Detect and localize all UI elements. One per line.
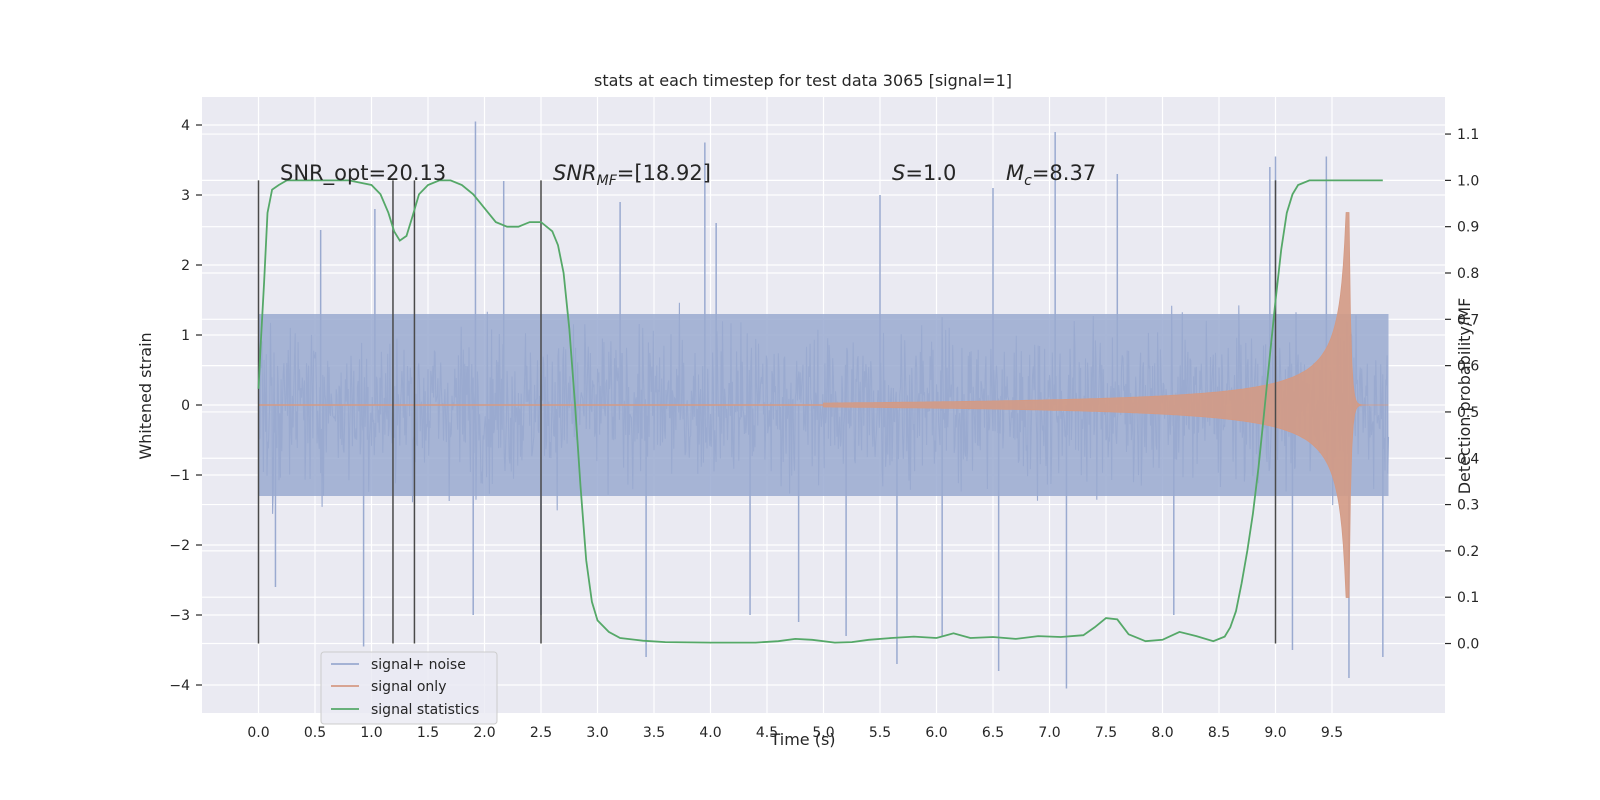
x-tick-label-17: 8.5 bbox=[1208, 725, 1230, 741]
legend-label-signal-statistics: signal statistics bbox=[371, 702, 479, 718]
annotation-mc-base: M bbox=[1006, 161, 1024, 185]
y-axis-label: Whitened strain bbox=[136, 332, 155, 459]
y-tick-label-6: 2 bbox=[181, 258, 190, 274]
annotation-s: S=1.0 bbox=[892, 161, 956, 185]
x-tick-label-7: 3.5 bbox=[643, 725, 665, 741]
y-tick-label-8: 4 bbox=[181, 118, 190, 134]
legend: signal+ noise signal only signal statist… bbox=[320, 651, 498, 725]
annotation-mc-value: =8.37 bbox=[1032, 161, 1096, 185]
x-tick-label-0: 0.0 bbox=[247, 725, 269, 741]
y2-tick-label-8: 0.8 bbox=[1457, 266, 1479, 282]
y2-tick-label-1: 0.1 bbox=[1457, 590, 1479, 606]
annotation-snr-mf-value: =[18.92] bbox=[617, 161, 711, 185]
y2-tick-label-2: 0.2 bbox=[1457, 544, 1479, 560]
x-tick-label-16: 8.0 bbox=[1151, 725, 1173, 741]
y-tick-label-3: −1 bbox=[169, 468, 190, 484]
x-axis-label: Time (s) bbox=[769, 730, 835, 749]
x-tick-label-14: 7.0 bbox=[1038, 725, 1060, 741]
y2-tick-label-3: 0.3 bbox=[1457, 498, 1479, 514]
x-axis-ticks: 0.0 0.5 1.0 1.5 2.0 2.5 3.0 3.5 4.0 4.5 5.0 5.5 6.0 6… bbox=[247, 725, 1343, 741]
vertical-markers bbox=[257, 180, 1277, 644]
y-tick-label-1: −3 bbox=[169, 608, 190, 624]
x-tick-label-8: 4.0 bbox=[699, 725, 721, 741]
x-tick-label-18: 9.0 bbox=[1264, 725, 1286, 741]
x-tick-label-4: 2.0 bbox=[473, 725, 495, 741]
legend-box bbox=[320, 651, 498, 725]
y2-tick-label-10: 1.0 bbox=[1457, 173, 1479, 189]
legend-label-signal-noise: signal+ noise bbox=[371, 657, 466, 673]
signal-statistics-series bbox=[257, 179, 1383, 644]
y-axis-ticks: −4 −3 −2 −1 0 1 2 3 4 bbox=[169, 118, 202, 694]
y2-tick-label-9: 0.9 bbox=[1457, 220, 1479, 236]
annotation-snr-opt: SNR_opt=20.13 bbox=[280, 161, 446, 186]
x-tick-label-9: 4.5 bbox=[756, 725, 778, 741]
y-tick-label-0: −4 bbox=[169, 678, 190, 694]
annotation-mc: Mc=8.37 bbox=[1006, 161, 1096, 189]
annotation-snr-mf-base: SNR bbox=[553, 161, 597, 185]
x-tick-label-12: 6.0 bbox=[925, 725, 947, 741]
y2-axis-label: Detection probability/MF bbox=[1455, 298, 1474, 495]
y-tick-label-2: −2 bbox=[169, 538, 190, 554]
y2-tick-label-6: 0.6 bbox=[1457, 359, 1479, 375]
x-tick-label-11: 5.5 bbox=[869, 725, 891, 741]
y2-tick-label-7: 0.7 bbox=[1457, 312, 1479, 328]
legend-label-signal-only: signal only bbox=[371, 679, 446, 695]
y-tick-label-7: 3 bbox=[181, 188, 190, 204]
x-tick-label-3: 1.5 bbox=[417, 725, 439, 741]
y2-tick-label-0: 0.0 bbox=[1457, 637, 1479, 653]
y2-tick-label-11: 1.1 bbox=[1457, 127, 1479, 143]
annotation-snr-mf: SNRMF=[18.92] bbox=[553, 161, 711, 189]
x-tick-label-6: 3.0 bbox=[586, 725, 608, 741]
y-tick-label-5: 1 bbox=[181, 328, 190, 344]
signal-only-envelope bbox=[823, 212, 1389, 598]
x-tick-label-5: 2.5 bbox=[530, 725, 552, 741]
x-tick-label-2: 1.0 bbox=[360, 725, 382, 741]
x-tick-label-10: 5.0 bbox=[812, 725, 834, 741]
annotation-s-value: =1.0 bbox=[905, 161, 956, 185]
x-tick-label-19: 9.5 bbox=[1321, 725, 1343, 741]
y-tick-label-4: 0 bbox=[181, 398, 190, 414]
y2-tick-label-4: 0.4 bbox=[1457, 451, 1479, 467]
x-tick-label-13: 6.5 bbox=[982, 725, 1004, 741]
annotation-snr-mf-sub: MF bbox=[597, 173, 618, 189]
chart-title: stats at each timestep for test data 306… bbox=[594, 71, 1012, 90]
x-tick-label-15: 7.5 bbox=[1095, 725, 1117, 741]
signal-statistics-line bbox=[257, 179, 1383, 644]
x-tick-label-1: 0.5 bbox=[304, 725, 326, 741]
annotation-s-label: S bbox=[892, 161, 905, 185]
y2-axis-ticks: 0.0 0.1 0.2 0.3 0.4 0.5 0.6 0.7 0.8 0.9 1.0 1.1 bbox=[1445, 127, 1479, 653]
annotation-mc-sub: c bbox=[1024, 173, 1032, 189]
y2-tick-label-5: 0.5 bbox=[1457, 405, 1479, 421]
